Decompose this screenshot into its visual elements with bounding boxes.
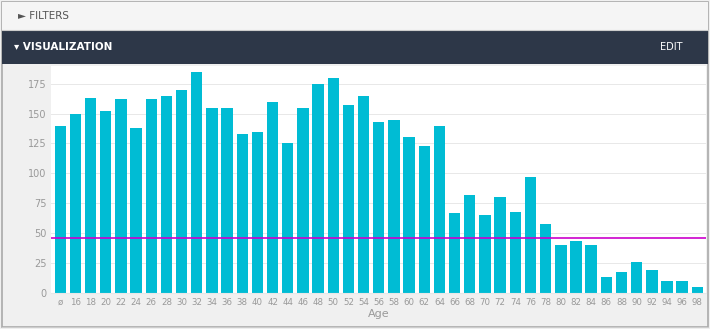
Bar	[419, 146, 430, 293]
Text: ► FILTERS: ► FILTERS	[18, 11, 69, 21]
Bar	[160, 96, 172, 293]
Bar	[70, 114, 81, 293]
Bar	[434, 126, 445, 293]
Bar	[343, 105, 354, 293]
Bar	[616, 272, 627, 293]
Bar	[586, 245, 597, 293]
Bar	[479, 215, 491, 293]
Bar	[55, 126, 66, 293]
Bar	[449, 213, 460, 293]
Bar	[358, 96, 369, 293]
Bar	[191, 72, 202, 293]
Bar	[525, 177, 536, 293]
Bar	[540, 223, 552, 293]
Bar	[555, 245, 567, 293]
Bar	[206, 108, 217, 293]
Bar	[510, 212, 521, 293]
X-axis label: Age: Age	[368, 310, 390, 319]
Bar	[631, 262, 643, 293]
Bar	[601, 277, 612, 293]
Bar	[661, 281, 672, 293]
Bar	[176, 90, 187, 293]
Bar	[312, 84, 324, 293]
Bar	[236, 134, 248, 293]
Bar	[373, 122, 385, 293]
Bar	[252, 132, 263, 293]
Bar	[146, 99, 157, 293]
Bar	[494, 197, 506, 293]
Bar	[267, 102, 278, 293]
Bar	[646, 270, 657, 293]
Bar	[403, 138, 415, 293]
Bar	[115, 99, 126, 293]
Bar	[327, 78, 339, 293]
Text: EDIT: EDIT	[660, 42, 683, 52]
Bar	[85, 98, 97, 293]
Text: ▾ VISUALIZATION: ▾ VISUALIZATION	[14, 42, 113, 52]
Bar	[131, 128, 142, 293]
Bar	[297, 108, 309, 293]
Bar	[692, 287, 703, 293]
Bar	[100, 111, 111, 293]
Bar	[677, 281, 688, 293]
Bar	[222, 108, 233, 293]
Bar	[570, 241, 581, 293]
Bar	[388, 119, 400, 293]
Bar	[464, 195, 476, 293]
Bar	[282, 143, 293, 293]
